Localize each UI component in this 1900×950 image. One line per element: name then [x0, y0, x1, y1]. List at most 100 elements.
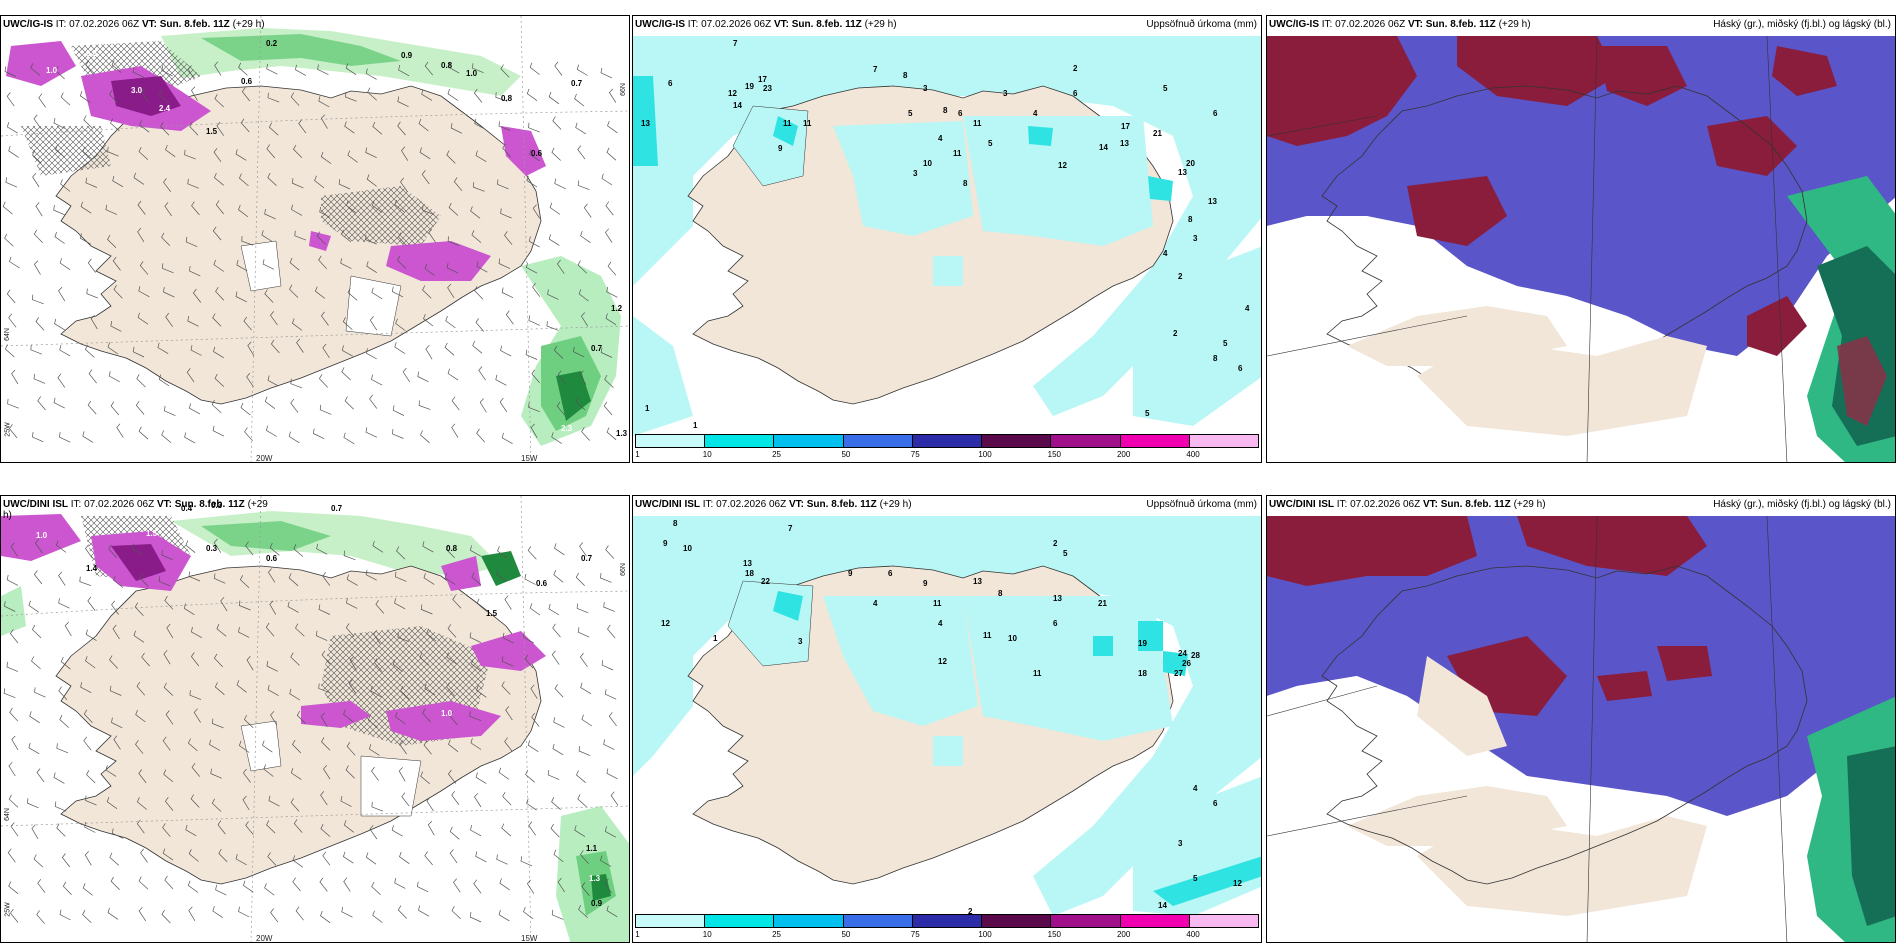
- colorbar-label: 75: [910, 930, 920, 939]
- svg-text:9: 9: [923, 579, 928, 588]
- svg-text:3: 3: [923, 84, 928, 93]
- svg-text:18: 18: [745, 569, 754, 578]
- colorbar-swatch: [1189, 915, 1258, 927]
- svg-text:19: 19: [1138, 639, 1147, 648]
- svg-text:7: 7: [733, 39, 738, 48]
- svg-text:17: 17: [1121, 122, 1130, 131]
- svg-text:2.3: 2.3: [561, 424, 573, 433]
- svg-text:7: 7: [873, 65, 878, 74]
- svg-text:13: 13: [1208, 197, 1217, 206]
- svg-text:12: 12: [938, 657, 947, 666]
- panel-precip-igis: UWC/IG-IS IT: 07.02.2026 06Z VT: Sun. 8.…: [632, 15, 1262, 463]
- svg-text:1.3: 1.3: [616, 429, 628, 438]
- panel-subtitle: Háský (gr.), miðský (fj.bl.) og lágský (…: [1713, 499, 1891, 510]
- svg-text:1.4: 1.4: [86, 564, 98, 573]
- svg-text:28: 28: [1191, 651, 1200, 660]
- precip-map: 7 6 13 12 19 23 17 14 11 11 9 7 8 5 3 8 …: [633, 36, 1261, 436]
- svg-text:0.9: 0.9: [401, 51, 413, 60]
- panel-title: UWC/IG-IS IT: 07.02.2026 06Z VT: Sun. 8.…: [635, 19, 897, 30]
- svg-text:1.2: 1.2: [611, 304, 623, 313]
- svg-text:23: 23: [763, 84, 772, 93]
- colorbar-label: 1: [635, 450, 640, 459]
- svg-text:8: 8: [673, 519, 678, 528]
- panel-title: UWC/DINI ISL IT: 07.02.2026 06Z VT: Sun.…: [635, 499, 912, 510]
- colorbar-label: 75: [910, 450, 920, 459]
- colorbar-swatch: [912, 915, 983, 927]
- svg-text:0.4: 0.4: [181, 504, 193, 513]
- lat-label-64n: 64N: [3, 808, 11, 821]
- colorbar-swatch: [636, 435, 706, 447]
- svg-text:3: 3: [798, 637, 803, 646]
- colorbar-swatch: [912, 435, 983, 447]
- svg-text:12: 12: [728, 89, 737, 98]
- svg-text:0.3: 0.3: [86, 49, 98, 58]
- precip-colorbar: 1 10 25 50 75 100 150 200 400: [633, 434, 1261, 462]
- panel-title: UWC/IG-IS IT: 07.02.2026 06Z VT: Sun. 8.…: [1269, 19, 1531, 30]
- svg-text:13: 13: [1053, 594, 1062, 603]
- colorbar-swatch: [1051, 915, 1121, 927]
- colorbar-label: 100: [978, 930, 992, 939]
- svg-text:5: 5: [1063, 549, 1068, 558]
- panel-title: UWC/DINI ISL IT: 07.02.2026 06Z VT: Sun.…: [3, 499, 268, 521]
- svg-text:4: 4: [938, 619, 943, 628]
- svg-text:1: 1: [713, 634, 718, 643]
- svg-text:13: 13: [1178, 168, 1187, 177]
- svg-text:1.5: 1.5: [206, 127, 218, 136]
- svg-text:10: 10: [1008, 634, 1017, 643]
- svg-text:14: 14: [733, 101, 742, 110]
- svg-text:0.8: 0.8: [501, 94, 513, 103]
- colorbar-label: 400: [1186, 450, 1200, 459]
- svg-text:5: 5: [988, 139, 993, 148]
- svg-text:8: 8: [963, 179, 968, 188]
- svg-text:13: 13: [743, 559, 752, 568]
- svg-text:5: 5: [1145, 409, 1150, 418]
- wind-map: 1.0 0.3 0.2 0.9 0.8 1.0 0.6 3.0 2.4 1.5 …: [1, 16, 629, 462]
- colorbar-swatch: [774, 435, 844, 447]
- svg-text:2: 2: [1073, 64, 1078, 73]
- panel-subtitle: Háský (gr.), miðský (fj.bl.) og lágský (…: [1713, 19, 1891, 30]
- colorbar-label: 50: [841, 450, 851, 459]
- svg-text:0.2: 0.2: [266, 39, 278, 48]
- lat-label-66n: 66N: [619, 83, 627, 96]
- svg-text:0.7: 0.7: [571, 79, 583, 88]
- svg-text:1.0: 1.0: [466, 69, 478, 78]
- colorbar-label: 100: [978, 450, 992, 459]
- svg-text:0.9: 0.9: [591, 899, 603, 908]
- svg-text:8: 8: [1213, 354, 1218, 363]
- colorbar-swatch: [636, 915, 706, 927]
- svg-text:8: 8: [943, 106, 948, 115]
- svg-text:1.0: 1.0: [46, 66, 58, 75]
- svg-text:3: 3: [913, 169, 918, 178]
- colorbar-label: 200: [1116, 450, 1131, 459]
- svg-text:22: 22: [761, 577, 770, 586]
- svg-text:2.4: 2.4: [159, 104, 171, 113]
- colorbar-swatch: [843, 435, 913, 447]
- svg-text:27: 27: [1174, 669, 1183, 678]
- svg-text:6: 6: [1213, 109, 1218, 118]
- svg-text:1.5: 1.5: [486, 609, 498, 618]
- colorbar-swatches: [635, 434, 1259, 448]
- svg-text:4: 4: [938, 134, 943, 143]
- svg-text:18: 18: [1138, 669, 1147, 678]
- svg-text:11: 11: [983, 631, 992, 640]
- lat-label-25w: 25W: [4, 902, 12, 917]
- svg-text:8: 8: [903, 71, 908, 80]
- colorbar-label: 50: [841, 930, 851, 939]
- panel-subtitle: Uppsöfnuð úrkoma (mm): [1146, 19, 1257, 30]
- svg-text:5: 5: [908, 109, 913, 118]
- colorbar-swatch: [1189, 435, 1258, 447]
- lon-label-20w: 20W: [256, 934, 273, 943]
- svg-text:26: 26: [1182, 659, 1191, 668]
- svg-text:1: 1: [645, 404, 650, 413]
- colorbar-label: 25: [772, 450, 781, 459]
- svg-text:13: 13: [641, 119, 650, 128]
- panel-wind-dini: UWC/DINI ISL IT: 07.02.2026 06Z VT: Sun.…: [0, 495, 630, 943]
- svg-text:12: 12: [1233, 879, 1242, 888]
- svg-text:13: 13: [973, 577, 982, 586]
- cloud-map: [1267, 515, 1895, 942]
- svg-text:6: 6: [1053, 619, 1058, 628]
- svg-text:9: 9: [848, 569, 853, 578]
- svg-text:6: 6: [1238, 364, 1243, 373]
- svg-text:2: 2: [1178, 272, 1183, 281]
- panel-precip-dini: UWC/DINI ISL IT: 07.02.2026 06Z VT: Sun.…: [632, 495, 1262, 943]
